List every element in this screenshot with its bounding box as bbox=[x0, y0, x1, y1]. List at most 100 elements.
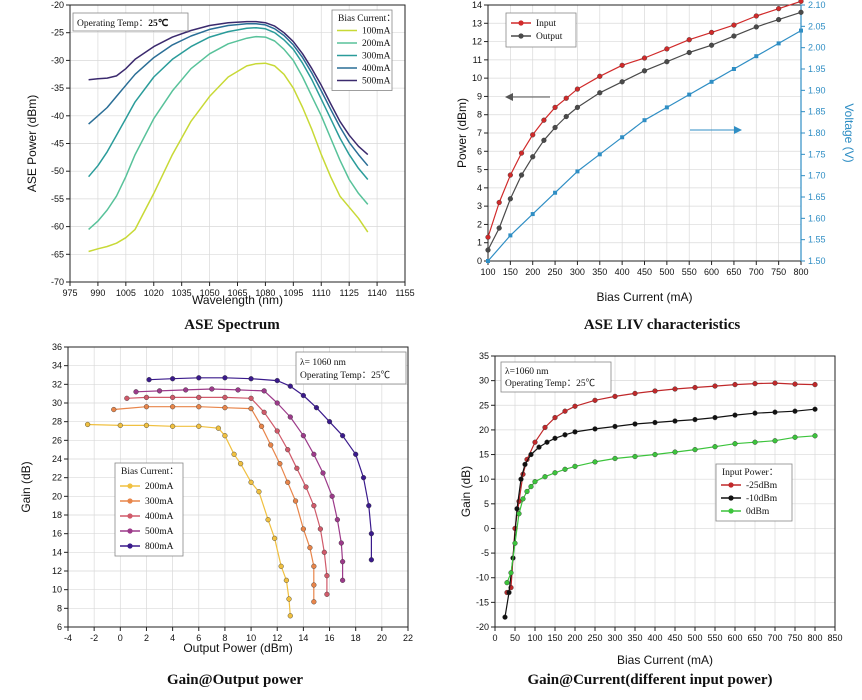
y-tick-label: 10 bbox=[472, 73, 482, 83]
series-output bbox=[485, 9, 804, 253]
y2-tick-label: 1.90 bbox=[808, 85, 826, 95]
data-point bbox=[612, 423, 618, 430]
data-point bbox=[507, 172, 513, 178]
data-point bbox=[268, 442, 274, 448]
data-point bbox=[664, 105, 669, 110]
data-point bbox=[552, 414, 558, 421]
wavelength-annotation: λ= 1060 nm bbox=[300, 358, 346, 368]
data-point bbox=[542, 474, 548, 480]
data-point bbox=[574, 104, 581, 111]
data-point bbox=[329, 493, 335, 499]
data-point bbox=[143, 394, 150, 401]
y-tick-label: 18 bbox=[52, 510, 62, 520]
data-point bbox=[231, 451, 237, 457]
x-tick-label: 1005 bbox=[116, 288, 136, 298]
data-point bbox=[248, 479, 254, 485]
data-point bbox=[146, 377, 152, 383]
x-tick-label: 1110 bbox=[312, 288, 331, 298]
data-point bbox=[712, 414, 718, 421]
y-tick-label: 28 bbox=[52, 417, 62, 427]
x-tick-label: -2 bbox=[90, 633, 98, 643]
x-tick-label: 750 bbox=[771, 267, 786, 277]
x-tick-label: 450 bbox=[637, 267, 652, 277]
data-point bbox=[686, 49, 692, 56]
data-point bbox=[575, 169, 580, 174]
y-tick-label: -15 bbox=[476, 597, 489, 607]
data-point bbox=[709, 79, 714, 84]
data-point bbox=[552, 104, 558, 111]
y-tick-label: 25 bbox=[479, 400, 489, 410]
data-point bbox=[320, 470, 326, 476]
y-tick-label: -35 bbox=[51, 83, 64, 93]
data-point bbox=[731, 67, 736, 71]
data-point bbox=[544, 439, 550, 445]
data-point bbox=[143, 404, 150, 410]
x-tick-label: 700 bbox=[767, 633, 782, 643]
y-tick-label: -20 bbox=[51, 0, 64, 10]
y-tick-label: 14 bbox=[52, 547, 62, 557]
panel-1-annotations: Operating Temp：25℃ Bias Current： 100mA 200m… bbox=[72, 9, 396, 91]
legend-marker bbox=[127, 498, 133, 504]
y-tick-label: 30 bbox=[52, 398, 62, 408]
data-point bbox=[111, 406, 117, 413]
data-point bbox=[772, 438, 778, 444]
data-point bbox=[340, 577, 346, 583]
data-point bbox=[324, 591, 330, 597]
chart-caption: Gain@Current(different input power) bbox=[527, 672, 772, 688]
series-200ma bbox=[88, 35, 369, 230]
y-tick-label: 3 bbox=[477, 201, 482, 211]
x-tick-label: 650 bbox=[747, 633, 762, 643]
data-point bbox=[170, 394, 176, 401]
data-point bbox=[261, 409, 267, 415]
series-line bbox=[88, 35, 369, 230]
series-line bbox=[88, 20, 369, 156]
data-point bbox=[258, 423, 265, 429]
data-point bbox=[274, 400, 280, 406]
data-point bbox=[799, 28, 803, 33]
x-tick-label: 650 bbox=[726, 267, 741, 277]
x-tick-label: 1065 bbox=[227, 288, 247, 298]
data-point bbox=[248, 395, 254, 401]
data-point bbox=[285, 479, 291, 485]
y-tick-label: 8 bbox=[477, 110, 482, 120]
data-point bbox=[562, 466, 568, 472]
data-point bbox=[792, 434, 798, 440]
data-point bbox=[287, 383, 293, 389]
panel-3-annotations: λ= 1060 nm Operating Temp：25℃ Bias Current… bbox=[114, 351, 407, 557]
data-point bbox=[256, 489, 262, 495]
data-point bbox=[300, 433, 306, 439]
series-300ma bbox=[111, 404, 317, 605]
data-point bbox=[196, 375, 202, 381]
data-point bbox=[712, 383, 718, 389]
data-point bbox=[265, 517, 271, 523]
data-point bbox=[286, 596, 292, 602]
data-point bbox=[563, 113, 569, 120]
data-point bbox=[530, 132, 536, 138]
data-point bbox=[170, 423, 176, 429]
data-point bbox=[542, 424, 548, 431]
data-point bbox=[753, 24, 759, 30]
data-point bbox=[196, 394, 202, 401]
data-point bbox=[508, 570, 514, 576]
y-tick-label: 4 bbox=[477, 183, 482, 193]
y-tick-label: -20 bbox=[476, 622, 489, 632]
data-point bbox=[672, 418, 678, 424]
data-point bbox=[708, 29, 715, 36]
data-point bbox=[592, 397, 598, 403]
y-tick-label: 9 bbox=[477, 91, 482, 101]
plot-frame bbox=[67, 346, 409, 628]
series-100ma bbox=[88, 62, 369, 253]
data-point bbox=[612, 393, 618, 400]
data-point bbox=[183, 387, 189, 393]
right-arrow-head-icon bbox=[734, 126, 742, 134]
series-0dbm bbox=[504, 433, 818, 586]
series-line bbox=[113, 406, 315, 602]
x-tick-label: 12 bbox=[272, 633, 282, 643]
y-tick-label: 5 bbox=[477, 165, 482, 175]
left-arrow-head-icon bbox=[505, 93, 513, 101]
legend-marker bbox=[127, 513, 133, 519]
x-tick-label: 300 bbox=[607, 633, 622, 643]
data-point bbox=[321, 549, 327, 555]
y2-tick-label: 2.05 bbox=[808, 21, 826, 31]
legend-marker bbox=[127, 483, 133, 489]
